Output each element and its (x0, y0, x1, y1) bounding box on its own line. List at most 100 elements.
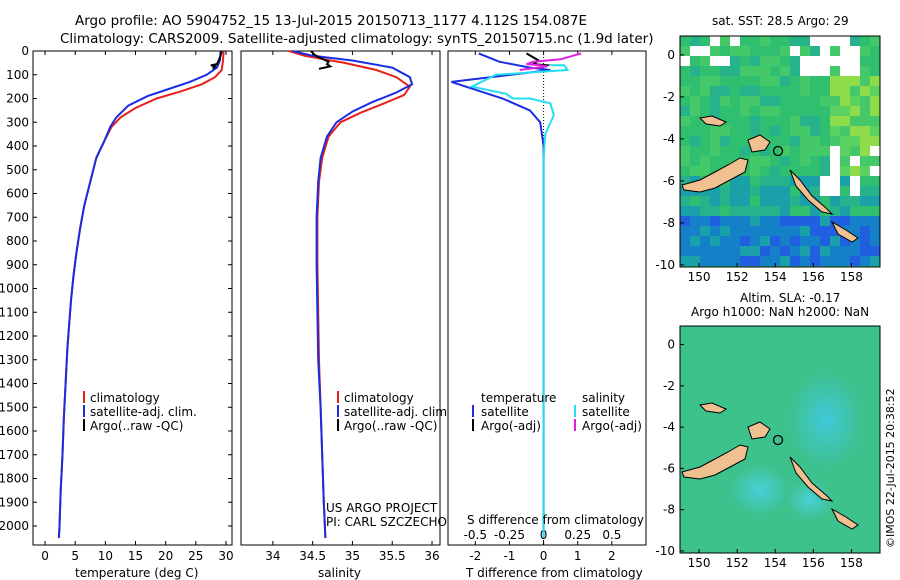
sst-cell (720, 96, 730, 106)
sst-cell (840, 116, 850, 126)
sst-cell (740, 146, 750, 156)
sst-cell (840, 36, 850, 46)
sst-cell (770, 196, 780, 206)
sst-cell (790, 126, 800, 136)
sst-cell (760, 96, 770, 106)
sst-cell (780, 66, 790, 76)
sst-cell (790, 256, 800, 266)
temperature-panel: 0100200300400500600700800900100011001200… (0, 44, 646, 580)
sst-cell (790, 76, 800, 86)
sst-cell (780, 156, 790, 166)
sst-cell (860, 186, 870, 196)
sst-cell (870, 216, 880, 226)
depth-tick-label: 600 (6, 187, 29, 201)
sst-cell (840, 156, 850, 166)
map-x-tick-label: 152 (726, 270, 749, 284)
sst-cell (680, 246, 690, 256)
sst-cell (830, 146, 840, 156)
x-tick-label: 34 (265, 549, 280, 563)
map-x-tick-label: 158 (840, 556, 863, 570)
sst-cell (720, 86, 730, 96)
sst-cell (820, 136, 830, 146)
legend-s-satellite: satellite (582, 405, 630, 419)
x-tick-label: 30 (218, 549, 233, 563)
sst-cell (730, 236, 740, 246)
x-tick-label: 1 (574, 549, 582, 563)
sst-cell (750, 196, 760, 206)
series-argo-raw-qc- (210, 50, 223, 70)
sst-cell (860, 86, 870, 96)
x-tick-label: 20 (158, 549, 173, 563)
depth-tick-label: 1900 (0, 495, 29, 509)
sst-cell (770, 166, 780, 176)
sst-cell (710, 86, 720, 96)
sst-cell (850, 246, 860, 256)
sst-cell (720, 196, 730, 206)
sst-cell (800, 86, 810, 96)
x-top-tick-label: -0.25 (494, 528, 525, 542)
x-tick-label: 36 (424, 549, 439, 563)
depth-tick-label: 1200 (0, 329, 29, 343)
sst-cell (840, 206, 850, 216)
island-land (789, 169, 834, 215)
sst-cell (830, 236, 840, 246)
depth-tick-label: 400 (6, 139, 29, 153)
sst-cell (820, 236, 830, 246)
sst-cell (690, 146, 700, 156)
sst-cell (740, 196, 750, 206)
sst-cell (680, 156, 690, 166)
sst-cell (680, 106, 690, 116)
sst-cell (790, 46, 800, 56)
sst-cell (720, 106, 730, 116)
sst-cell (810, 66, 820, 76)
sst-cell (870, 86, 880, 96)
sst-cell (800, 66, 810, 76)
sst-cell (800, 246, 810, 256)
sst-cell (800, 136, 810, 146)
sst-cell (730, 86, 740, 96)
sst-cell (850, 226, 860, 236)
sst-cell (870, 126, 880, 136)
sst-cell (690, 76, 700, 86)
sst-cell (750, 186, 760, 196)
sst-cell (720, 116, 730, 126)
map-x-tick-label: 156 (802, 556, 825, 570)
legend-t-argo: Argo(-adj) (481, 419, 541, 433)
sst-cell (860, 126, 870, 136)
sst-cell (820, 126, 830, 136)
sst-cell (870, 196, 880, 206)
sst-cell (680, 66, 690, 76)
sst-cell (850, 156, 860, 166)
island-land (830, 220, 859, 243)
sst-cell (740, 66, 750, 76)
sst-cell (750, 256, 760, 266)
sst-cell (690, 106, 700, 116)
sst-cell (700, 86, 710, 96)
sst-cell (760, 256, 770, 266)
sst-map-cells (680, 36, 880, 266)
new-guinea-land (681, 157, 749, 193)
sst-cell (730, 96, 740, 106)
sst-cell (780, 46, 790, 56)
sst-cell (710, 236, 720, 246)
sst-cell (780, 136, 790, 146)
sst-cell (720, 216, 730, 226)
map-y-tick-label: -4 (663, 132, 675, 146)
sst-cell (730, 136, 740, 146)
sst-cell (690, 86, 700, 96)
sst-cell (750, 206, 760, 216)
sst-cell (740, 206, 750, 216)
depth-tick-label: 500 (6, 163, 29, 177)
sst-cell (820, 76, 830, 86)
sst-cell (800, 196, 810, 206)
map-x-tick-label: 154 (764, 270, 787, 284)
sst-cell (690, 246, 700, 256)
series-argo-raw-qc- (310, 50, 333, 70)
sst-cell (770, 56, 780, 66)
sst-cell (840, 56, 850, 66)
sst-cell (740, 256, 750, 266)
x-tick-label: 5 (71, 549, 79, 563)
sst-cell (850, 66, 860, 76)
sst-cell (790, 96, 800, 106)
x-tick-label: 35.5 (379, 549, 406, 563)
